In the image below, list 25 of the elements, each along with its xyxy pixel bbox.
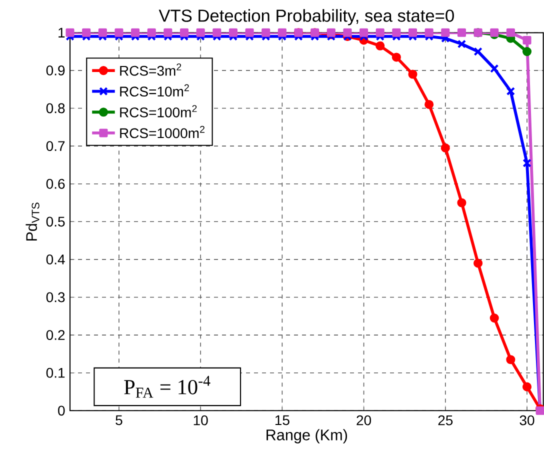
x-tick-label: 5 <box>116 416 122 426</box>
y-tick-label: 0 <box>58 406 65 416</box>
y-tick-label: 0.4 <box>46 254 65 265</box>
y-tick-label: 0.6 <box>46 179 65 189</box>
y-tick-label: 0.2 <box>46 330 65 340</box>
legend-label: RCS=3m$^{2}$ <box>120 64 182 76</box>
y-tick-label: 0.8 <box>46 103 65 114</box>
legend-label: RCS=1000m$^{2}$ <box>120 126 204 138</box>
y-tick-label: 0.5 <box>46 216 65 227</box>
x-tick-label: 20 <box>356 416 372 426</box>
legend-label: RCS=100m$^{2}$ <box>120 105 197 118</box>
x-tick-label: 30 <box>520 416 534 426</box>
y-tick-label: 0.7 <box>46 141 65 152</box>
y-axis-title: Pd$_{VTS}$ <box>26 202 40 241</box>
y-tick-label: 0.9 <box>46 66 65 76</box>
x-tick-label: 10 <box>194 416 208 426</box>
x-axis-title: Range (Km) <box>266 429 348 444</box>
y-tick-label: 1 <box>58 28 65 38</box>
y-tick-label: 0.1 <box>46 368 65 378</box>
legend-label: RCS=10m$^{2}$ <box>120 84 189 97</box>
x-tick-label: 15 <box>275 416 290 426</box>
annotation: P$_{FA}$ = 10$^{-4}$ <box>124 376 210 398</box>
chart-title: VTS Detection Probability, sea state=0 <box>158 9 454 26</box>
y-tick-label: 0.3 <box>46 292 65 302</box>
x-tick-label: 25 <box>438 416 453 426</box>
